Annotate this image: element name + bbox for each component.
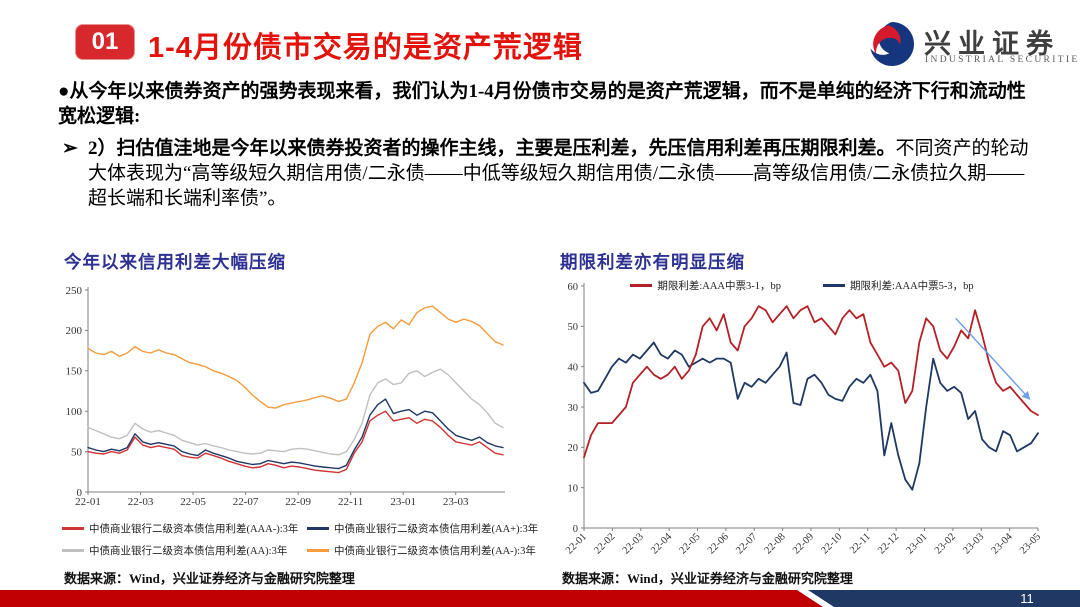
x-tick-label: 23-04 (990, 531, 1016, 557)
body-paragraph-1: ●从今年以来债券资产的强势表现来看，我们认为1-4月份债市交易的是资产荒逻辑，而… (58, 81, 1026, 127)
legend-label: 中债商业银行二级资本债信用利差(AA):3年 (89, 546, 288, 557)
legend-swatch (823, 284, 845, 287)
legend-label: 期限利差:AAA中票5-3，bp (850, 281, 974, 292)
y-tick-label: 50 (71, 446, 83, 458)
legend-label: 中债商业银行二级资本债信用利差(AA+):3年 (334, 524, 539, 535)
legend-item: 中债商业银行二级资本债信用利差(AA+):3年 (307, 521, 538, 536)
legend-swatch (307, 549, 329, 552)
y-tick-label: 250 (66, 285, 83, 297)
logo-swirl-icon (870, 22, 914, 66)
series-line (583, 305, 1039, 459)
legend-item: 期限利差:AAA中票3-1，bp (630, 278, 781, 293)
series-line (583, 341, 1039, 491)
logo-company-name: 兴业证券 (924, 29, 1060, 59)
x-tick-label: 22-07 (734, 531, 759, 556)
x-tick-label: 22-01 (75, 496, 101, 508)
x-tick-label: 22-05 (180, 496, 206, 508)
x-tick-label: 22-05 (678, 531, 703, 556)
trend-arrow-icon (955, 317, 1031, 400)
y-tick-label: 40 (568, 362, 579, 373)
x-tick-label: 22-09 (285, 496, 311, 508)
y-tick-label: 0 (77, 487, 83, 499)
y-tick-label: 60 (568, 282, 579, 293)
x-tick-label: 22-10 (819, 531, 844, 556)
page-title: 1-4月份债市交易的是资产荒逻辑 (148, 32, 583, 64)
page-number: 11 (1020, 591, 1034, 606)
footer-bar-navy (808, 590, 1080, 607)
y-tick-label: 50 (568, 322, 579, 333)
paragraph-2-regular-text: 不同资产的轮动大体表现为“高等级短久期信用债/二永债——中低等级短久期信用债/二… (88, 138, 1029, 209)
right-chart-source: 数据来源：Wind，兴业证券经济与金融研究院整理 (562, 571, 853, 586)
legend-label: 中债商业银行二级资本债信用利差(AAA-):3年 (89, 524, 299, 535)
x-tick-label: 22-11 (848, 531, 873, 556)
y-tick-label: 0 (573, 524, 578, 535)
legend-item: 中债商业银行二级资本债信用利差(AA):3年 (62, 543, 307, 558)
right-chart-legend: 期限利差:AAA中票3-1，bp 期限利差:AAA中票5-3，bp (556, 278, 1048, 293)
legend-swatch (630, 284, 653, 287)
left-chart-source: 数据来源：Wind，兴业证券经济与金融研究院整理 (64, 571, 355, 586)
credit-spread-line-chart: 0 50 100 150 200 250 22-01 22-03 22-05 22-07 22-09… (66, 285, 505, 508)
y-tick-label: 10 (568, 483, 579, 494)
left-chart-title: 今年以来信用利差大幅压缩 (64, 252, 286, 272)
x-tick-label: 23-01 (390, 496, 416, 508)
series-line (87, 368, 504, 456)
x-tick-label: 22-03 (621, 531, 646, 556)
x-tick-label: 22-02 (592, 531, 617, 556)
arrow-bullet-icon: ➢ (62, 138, 78, 159)
series-line (87, 410, 504, 474)
logo-company-name-en: INDUSTRIAL SECURITIES (925, 55, 1080, 65)
right-chart-title: 期限利差亦有明显压缩 (560, 252, 745, 272)
left-chart-legend: 中债商业银行二级资本债信用利差(AAA-):3年 中债商业银行二级资本债信用利差(… (62, 521, 538, 558)
legend-item: 中债商业银行二级资本债信用利差(AAA-):3年 (62, 521, 307, 536)
company-logo: 兴业证券 INDUSTRIAL SECURITIES (868, 20, 1080, 68)
footer-bar-red (0, 590, 823, 607)
x-tick-label: 23-01 (905, 531, 930, 556)
series-line (87, 305, 504, 409)
x-tick-label: 22-04 (649, 531, 675, 557)
legend-swatch (62, 549, 84, 552)
body-paragraph-2: ➢ 2）扫估值洼地是今年以来债券投资者的操作主线，主要是压利差，先压信用利差再压期… (62, 136, 1040, 211)
y-tick-label: 20 (568, 443, 579, 454)
x-tick-label: 22-09 (791, 531, 816, 556)
legend-swatch (62, 527, 84, 530)
x-tick-label: 22-08 (763, 531, 788, 556)
x-tick-label: 23-03 (961, 531, 986, 556)
y-tick-label: 30 (568, 403, 579, 414)
series-line (87, 398, 504, 470)
paragraph-2-bold-text: 2）扫估值洼地是今年以来债券投资者的操作主线，主要是压利差，先压信用利差再压期限… (88, 138, 896, 159)
x-tick-label: 23-03 (443, 496, 469, 508)
legend-swatch (307, 527, 329, 530)
x-tick-label: 22-06 (706, 531, 731, 556)
x-tick-label: 23-05 (1018, 531, 1043, 556)
legend-item: 期限利差:AAA中票5-3，bp (823, 278, 974, 293)
x-tick-label: 22-07 (233, 496, 259, 508)
legend-label: 期限利差:AAA中票3-1，bp (657, 281, 781, 292)
legend-label: 中债商业银行二级资本债信用利差(AA-):3年 (334, 546, 536, 557)
section-number-badge: 01 (75, 24, 135, 60)
legend-item: 中债商业银行二级资本债信用利差(AA-):3年 (307, 543, 538, 558)
y-tick-label: 200 (66, 325, 83, 337)
y-tick-label: 100 (66, 406, 83, 418)
x-tick-label: 22-03 (128, 496, 154, 508)
x-tick-label: 23-02 (933, 531, 958, 556)
y-tick-label: 150 (66, 366, 83, 378)
x-tick-label: 22-11 (338, 496, 363, 508)
x-tick-label: 22-01 (564, 531, 589, 556)
x-tick-label: 22-12 (876, 531, 901, 556)
